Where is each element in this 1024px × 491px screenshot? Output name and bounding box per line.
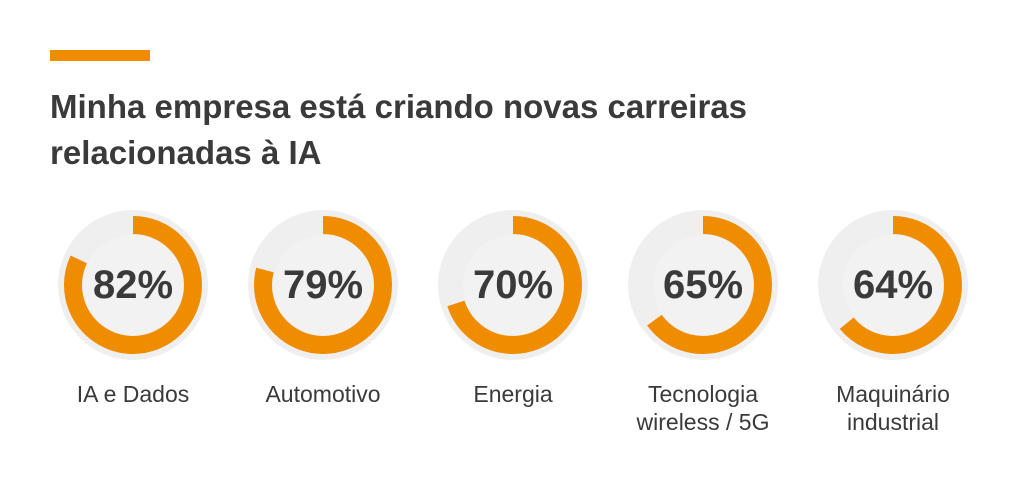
donut-item: 82% IA e Dados (38, 210, 228, 450)
donut-category-line: Maquinário (836, 381, 950, 407)
donut-arc (64, 216, 202, 354)
donut-category-line: IA e Dados (76, 381, 190, 407)
donut-category-line: industrial (846, 409, 940, 435)
donut-value-label: 82% (92, 263, 174, 307)
donut-inner (843, 235, 943, 335)
donut-arc (634, 216, 772, 354)
donut-category-label: Maquinário industrial (798, 380, 988, 436)
donut-value-label: 79% (282, 263, 364, 307)
donut-category-line: Tecnologia (648, 381, 758, 407)
donut-inner (653, 235, 753, 335)
donut-category-label: IA e Dados (38, 380, 228, 408)
donut-svg (58, 210, 208, 360)
donut-item: 65% Tecnologia wireless / 5G (608, 210, 798, 450)
donut-item: 64% Maquinário industrial (798, 210, 988, 450)
donut-svg (438, 210, 588, 360)
accent-bar (50, 50, 150, 61)
donut-inner (463, 235, 563, 335)
donut-arc (254, 216, 392, 354)
donut-inner (273, 235, 373, 335)
donut-item: 79% Automotivo (228, 210, 418, 450)
donut-category-label: Automotivo (228, 380, 418, 408)
donut-arc (824, 216, 962, 354)
donut-inner (83, 235, 183, 335)
donut-category-label: Tecnologia wireless / 5G (608, 380, 798, 436)
donut-svg (248, 210, 398, 360)
donut-value-label: 65% (662, 263, 744, 307)
donut-item: 70% Energia (418, 210, 608, 450)
chart-title-line-2: relacionadas à IA (50, 134, 322, 171)
donut-category-line: Energia (473, 381, 553, 407)
chart-title: Minha empresa está criando novas carreir… (50, 84, 950, 176)
donut-category-label: Energia (418, 380, 608, 408)
donut-value-label: 70% (472, 263, 554, 307)
donut-svg (818, 210, 968, 360)
donut-value-label: 64% (852, 263, 934, 307)
donut-category-line: wireless / 5G (636, 409, 770, 435)
donut-arc (444, 216, 582, 354)
donut-category-line: Automotivo (265, 381, 381, 407)
donut-svg (628, 210, 778, 360)
chart-title-line-1: Minha empresa está criando novas carreir… (50, 88, 747, 125)
